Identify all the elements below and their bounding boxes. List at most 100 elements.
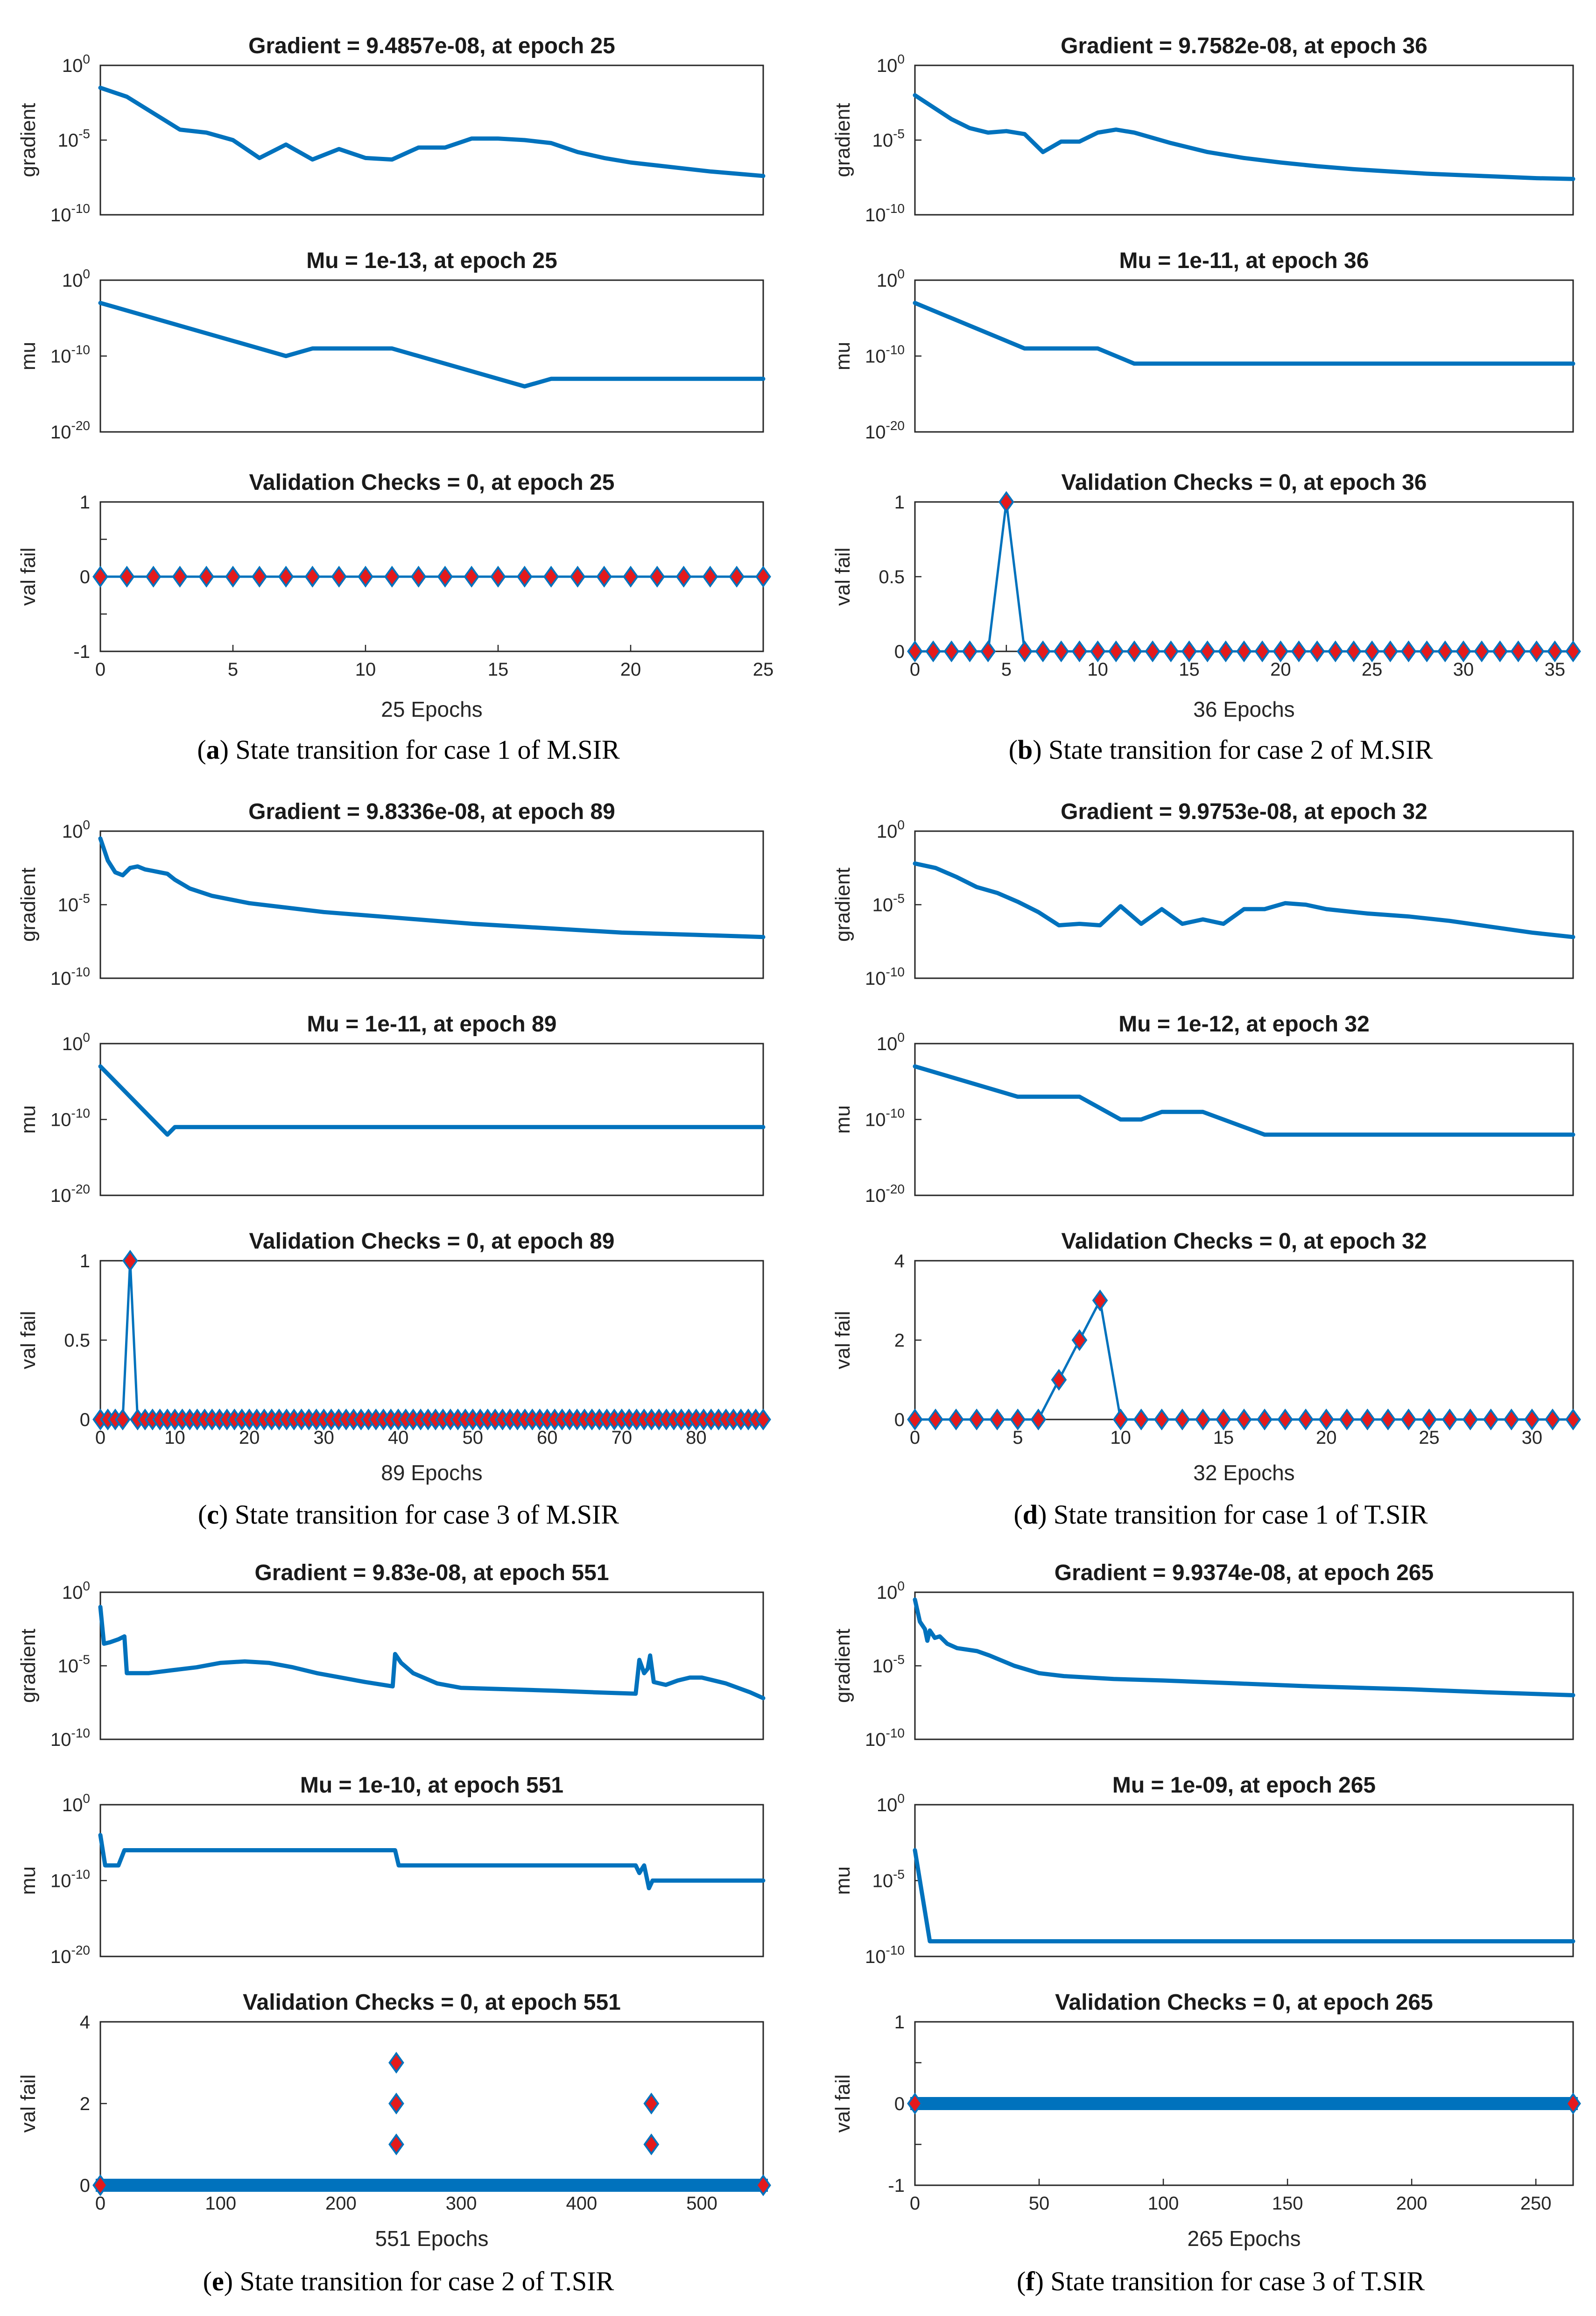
val-fail-marker [543, 565, 559, 588]
y-tick-label: 100 [877, 52, 905, 76]
val-fail-marker [1380, 1408, 1396, 1431]
val-fail-marker [1503, 1408, 1519, 1431]
x-tick-label: 0 [910, 2193, 920, 2214]
y-tick-label: 100 [877, 818, 905, 842]
panel-caption: (f) State transition for case 3 of T.SIR [1017, 2266, 1425, 2296]
val-fail-marker [1051, 1369, 1067, 1391]
gradient-ylabel: gradient [17, 868, 40, 942]
caption-letter: e [212, 2266, 224, 2296]
panel-caption: (d) State transition for case 1 of T.SIR [1013, 1499, 1427, 1530]
val-fail-marker [1090, 640, 1106, 663]
gradient-plot-frame [914, 830, 1574, 979]
caption-letter: a [206, 734, 220, 765]
y-tick-label: 10-20 [50, 418, 90, 443]
val-fail-marker [989, 1408, 1005, 1431]
y-tick-label: 0.5 [879, 567, 905, 587]
val-fail-marker [675, 565, 692, 588]
val-fail-marker [304, 565, 321, 588]
val-fail-marker [925, 640, 942, 663]
x-tick-label: 70 [612, 1427, 633, 1448]
x-tick-label: 0 [95, 659, 105, 680]
x-tick-label: 0 [95, 1427, 105, 1448]
gradient-axes: Gradient = 9.83e-08, at epoch 551 gradien… [17, 1560, 766, 1750]
val-fail-marker [1359, 1408, 1376, 1431]
y-tick-label: 0 [894, 1410, 905, 1430]
x-tick-label: 5 [228, 659, 238, 680]
val-fail-marker [1017, 640, 1033, 663]
gradient-series-line [913, 861, 1575, 939]
val-fail-marker [755, 2174, 771, 2196]
gradient-series-line [98, 1605, 766, 1701]
x-tick-label: 60 [537, 1427, 558, 1448]
val-fail-marker [980, 640, 996, 663]
caption-letter: d [1023, 1499, 1038, 1530]
y-tick-label: 100 [62, 1030, 90, 1054]
y-tick-label: 100 [62, 818, 90, 842]
val-fail-marker [1035, 640, 1051, 663]
val-fail-marker [569, 565, 586, 588]
caption-text: State transition for case 1 of M.SIR [229, 734, 620, 765]
val-fail-marker [251, 565, 267, 588]
y-tick-label: 2 [894, 1330, 905, 1351]
val-fail-marker [1030, 1408, 1047, 1431]
val-fail-marker [384, 565, 400, 588]
y-tick-label: 10-20 [865, 1182, 905, 1206]
val-fail-marker [1217, 640, 1234, 663]
y-tick-label: 10-10 [50, 1726, 90, 1750]
y-tick-label: 100 [62, 1579, 90, 1603]
x-axis-label: 36 Epochs [1193, 697, 1294, 721]
x-tick-label: 250 [1520, 2193, 1552, 2214]
gradient-axes: Gradient = 9.7582e-08, at epoch 36 gradie… [831, 34, 1575, 226]
val-title: Validation Checks = 0, at epoch 36 [1062, 470, 1427, 495]
val-fail-marker [729, 565, 745, 588]
caption-letter: f [1026, 2266, 1035, 2296]
y-tick-label: 100 [877, 1791, 905, 1815]
gradient-ylabel: gradient [17, 1629, 40, 1703]
val-fail-dense-band [96, 2179, 768, 2192]
val-fail-marker [410, 565, 427, 588]
x-tick-label: 10 [1087, 659, 1108, 680]
panel-a: Gradient = 9.4857e-08, at epoch 25 gradie… [17, 34, 773, 765]
x-tick-label: 10 [355, 659, 376, 680]
caption-text: State transition for case 2 of T.SIR [233, 2266, 614, 2296]
x-tick-label: 300 [446, 2193, 477, 2214]
val-fail-marker [1291, 640, 1307, 663]
val-fail-marker [1382, 640, 1399, 663]
mu-axes: Mu = 1e-10, at epoch 551 mu 100 10-10 10-20 [17, 1773, 766, 1967]
val-fail-marker [962, 640, 978, 663]
val-fail-marker [1545, 1408, 1561, 1431]
val-fail-marker [1309, 640, 1325, 663]
y-tick-label: 2 [80, 2094, 90, 2114]
x-tick-label: 150 [1272, 2193, 1303, 2214]
mu-ylabel: mu [831, 1105, 854, 1134]
mu-title: Mu = 1e-12, at epoch 32 [1118, 1012, 1370, 1037]
x-tick-label: 15 [1179, 659, 1200, 680]
mu-series-line [913, 301, 1575, 366]
val-fail-marker [623, 565, 639, 588]
x-tick-label: 15 [1213, 1427, 1234, 1448]
y-tick-label: 10-20 [50, 1943, 90, 1967]
y-tick-label: 10-10 [865, 1106, 905, 1130]
mu-plot-frame [99, 279, 764, 433]
val-fail-marker [1254, 640, 1271, 663]
val-ylabel: val fail [831, 548, 854, 606]
val-fail-marker [1528, 640, 1545, 663]
mu-plot-frame [99, 1043, 764, 1196]
y-tick-label: 100 [877, 1030, 905, 1054]
val-fail-marker [1419, 640, 1435, 663]
y-tick-label: 0 [80, 2175, 90, 2196]
val-fail-marker [1327, 640, 1343, 663]
val-fail-marker [1437, 640, 1453, 663]
panel-d: Gradient = 9.9753e-08, at epoch 32 gradie… [831, 799, 1581, 1530]
y-tick-label: 10-10 [50, 201, 90, 226]
val-fail-marker [1339, 1408, 1355, 1431]
val-plot-frame [914, 501, 1574, 652]
val-fail-marker [1273, 640, 1289, 663]
val-fail-marker [1524, 1408, 1540, 1431]
gradient-series-line [98, 836, 766, 939]
gradient-plot-frame [99, 830, 764, 979]
val-axes: Validation Checks = 0, at epoch 25 val fa… [17, 470, 773, 721]
x-tick-label: 20 [239, 1427, 260, 1448]
y-tick-label: 1 [894, 2012, 905, 2033]
panel-caption: (a) State transition for case 1 of M.SIR [197, 734, 620, 765]
